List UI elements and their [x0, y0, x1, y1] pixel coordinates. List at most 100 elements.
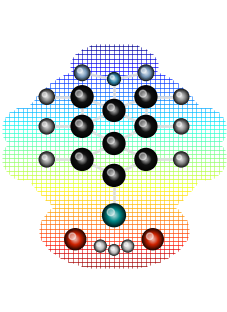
- Circle shape: [74, 65, 89, 80]
- Circle shape: [39, 89, 54, 104]
- Circle shape: [76, 67, 87, 79]
- Circle shape: [42, 155, 51, 164]
- Circle shape: [75, 66, 88, 79]
- Circle shape: [122, 241, 133, 251]
- Circle shape: [140, 91, 151, 102]
- Circle shape: [138, 90, 153, 104]
- Circle shape: [107, 104, 120, 117]
- Circle shape: [147, 234, 157, 245]
- Circle shape: [113, 214, 114, 216]
- Circle shape: [175, 92, 185, 102]
- Circle shape: [105, 167, 122, 183]
- Circle shape: [139, 120, 146, 127]
- Circle shape: [180, 126, 181, 127]
- Circle shape: [112, 213, 115, 217]
- Circle shape: [142, 229, 163, 250]
- Circle shape: [138, 66, 152, 80]
- Circle shape: [137, 89, 153, 105]
- Circle shape: [107, 104, 114, 111]
- Circle shape: [109, 106, 118, 115]
- Circle shape: [143, 158, 147, 161]
- Circle shape: [42, 92, 47, 97]
- Circle shape: [123, 242, 127, 246]
- Circle shape: [81, 158, 83, 160]
- Circle shape: [40, 119, 53, 133]
- Circle shape: [111, 248, 116, 252]
- Circle shape: [98, 245, 101, 247]
- Circle shape: [179, 95, 182, 98]
- Circle shape: [112, 248, 115, 252]
- Circle shape: [111, 247, 116, 252]
- Circle shape: [143, 124, 147, 128]
- Circle shape: [111, 247, 116, 253]
- Circle shape: [143, 231, 161, 248]
- Circle shape: [107, 137, 120, 150]
- Circle shape: [139, 90, 146, 97]
- Circle shape: [140, 154, 151, 165]
- Circle shape: [75, 90, 88, 103]
- Circle shape: [112, 142, 115, 145]
- Circle shape: [179, 125, 182, 128]
- Circle shape: [79, 124, 84, 129]
- Circle shape: [104, 134, 123, 154]
- Circle shape: [143, 94, 148, 100]
- Circle shape: [144, 96, 146, 98]
- Circle shape: [79, 157, 84, 162]
- Circle shape: [125, 244, 129, 248]
- Circle shape: [136, 88, 154, 106]
- Circle shape: [99, 245, 101, 247]
- Circle shape: [134, 149, 156, 170]
- Circle shape: [46, 96, 47, 97]
- Circle shape: [69, 233, 75, 240]
- Circle shape: [104, 101, 123, 119]
- Circle shape: [176, 92, 181, 97]
- Circle shape: [45, 158, 48, 161]
- Circle shape: [79, 70, 84, 76]
- Circle shape: [64, 229, 85, 250]
- Circle shape: [96, 242, 100, 246]
- Circle shape: [95, 241, 105, 251]
- Circle shape: [109, 211, 118, 220]
- Circle shape: [174, 90, 187, 103]
- Circle shape: [80, 71, 83, 74]
- Circle shape: [174, 153, 187, 166]
- Circle shape: [44, 124, 49, 129]
- Circle shape: [121, 240, 133, 252]
- Circle shape: [80, 95, 84, 99]
- Circle shape: [96, 243, 103, 250]
- Circle shape: [43, 123, 50, 129]
- Circle shape: [78, 156, 85, 163]
- Circle shape: [139, 66, 152, 79]
- Circle shape: [80, 158, 84, 161]
- Circle shape: [176, 155, 185, 164]
- Circle shape: [41, 91, 52, 102]
- Circle shape: [107, 208, 114, 216]
- Circle shape: [75, 90, 82, 97]
- Circle shape: [148, 235, 156, 244]
- Circle shape: [111, 173, 116, 178]
- Circle shape: [139, 153, 152, 166]
- Circle shape: [177, 156, 184, 163]
- Circle shape: [126, 245, 128, 247]
- Circle shape: [150, 237, 154, 241]
- Circle shape: [42, 92, 51, 101]
- Circle shape: [70, 234, 80, 245]
- Circle shape: [110, 172, 117, 179]
- Circle shape: [74, 151, 90, 168]
- Circle shape: [106, 168, 121, 183]
- Circle shape: [74, 152, 89, 167]
- Circle shape: [125, 244, 130, 249]
- Circle shape: [73, 117, 91, 135]
- Circle shape: [108, 105, 119, 116]
- Circle shape: [122, 241, 132, 251]
- Circle shape: [103, 205, 124, 226]
- Circle shape: [149, 236, 155, 243]
- Circle shape: [107, 73, 120, 85]
- Circle shape: [177, 123, 184, 130]
- Circle shape: [109, 75, 118, 83]
- Circle shape: [94, 241, 105, 251]
- Circle shape: [73, 88, 91, 106]
- Circle shape: [45, 95, 48, 99]
- Circle shape: [108, 245, 119, 255]
- Circle shape: [142, 93, 149, 100]
